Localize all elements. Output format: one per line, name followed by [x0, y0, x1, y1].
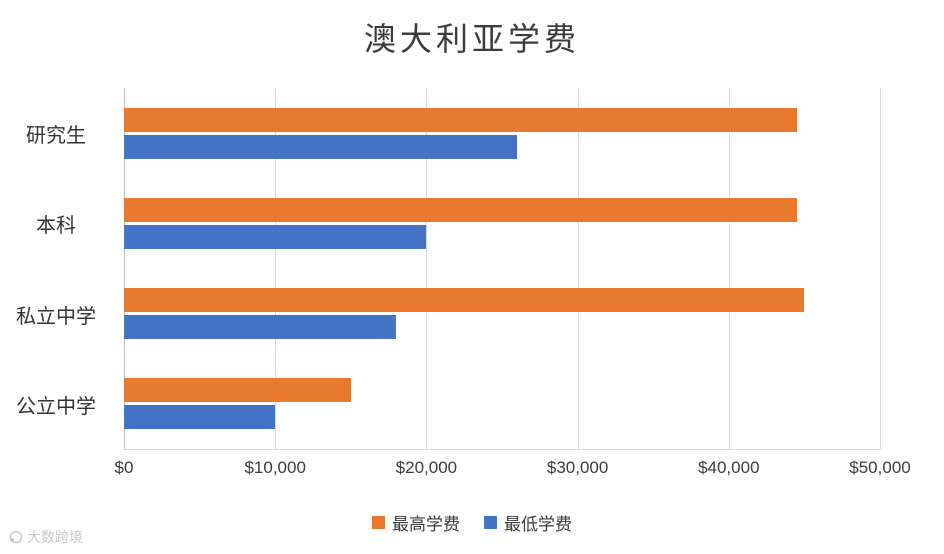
legend-label: 最高学费 [392, 515, 460, 534]
category-row-0 [124, 88, 880, 178]
y-axis-labels: 研究生本科私立中学公立中学 [0, 88, 112, 450]
bar-series1-cat1 [124, 224, 427, 249]
legend-swatch-icon [484, 516, 497, 529]
y-axis-label-2: 私立中学 [16, 305, 96, 328]
x-axis-label-4: $40,000 [698, 458, 760, 477]
gridline [880, 88, 881, 449]
category-row-1 [124, 178, 880, 268]
watermark: 大数跨境 [8, 527, 83, 547]
x-axis-label-2: $20,000 [395, 458, 458, 477]
gridline [426, 88, 428, 449]
gridline [124, 88, 125, 449]
gridline [728, 88, 730, 449]
bar-series0-cat0 [124, 107, 797, 132]
gridline [275, 88, 277, 449]
bar-series1-cat3 [124, 405, 276, 430]
category-row-2 [124, 269, 880, 359]
bar-series1-cat0 [124, 134, 518, 159]
y-axis-label-0: 研究生 [26, 124, 86, 147]
bar-series0-cat1 [124, 197, 797, 222]
x-axis-label-5: $50,000 [849, 458, 911, 477]
bar-series0-cat3 [124, 378, 351, 403]
loop-logo-icon [8, 529, 24, 545]
legend-item-0: 最高学费 [372, 510, 460, 535]
legend-label: 最低学费 [504, 515, 572, 534]
bar-series0-cat2 [124, 288, 805, 313]
bar-rows [124, 88, 880, 449]
gridline [577, 88, 579, 449]
y-axis-label-3: 公立中学 [16, 396, 96, 419]
x-axis-label-1: $10,000 [244, 458, 306, 477]
legend-item-1: 最低学费 [484, 510, 572, 535]
x-axis-label-0: $0 [114, 458, 134, 477]
watermark-text: 大数跨境 [27, 529, 83, 545]
bar-series1-cat2 [124, 315, 397, 340]
chart-title: 澳大利亚学费 [363, 21, 580, 57]
legend-swatch-icon [372, 516, 385, 529]
y-axis-label-1: 本科 [36, 215, 76, 238]
x-axis-labels: $0 $10,000 $20,000 $30,000 $40,000 $50,000 [115, 458, 911, 482]
plot-area [124, 88, 881, 450]
x-axis-label-3: $30,000 [546, 458, 609, 477]
category-row-3 [124, 359, 880, 449]
legend: 最高学费 最低学费 [0, 510, 944, 535]
